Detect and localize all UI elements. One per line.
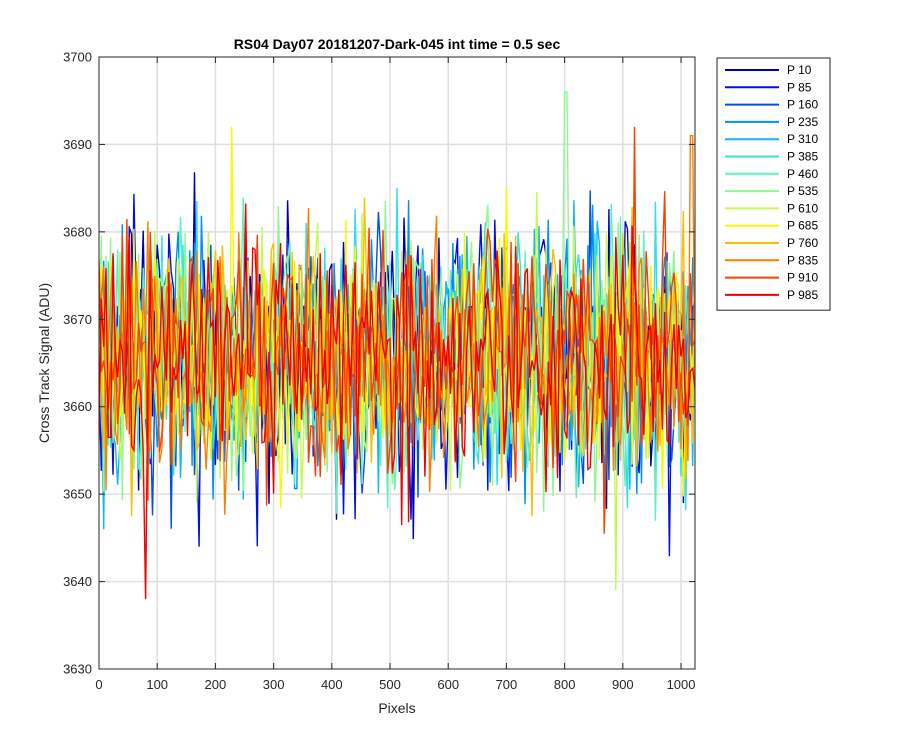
x-tick-label: 0 — [95, 677, 102, 692]
y-tick-label: 3690 — [63, 137, 92, 152]
legend-entry: P 610 — [787, 201, 818, 215]
y-tick-label: 3680 — [63, 224, 92, 239]
legend-entry: P 385 — [787, 150, 818, 164]
legend-entry: P 85 — [787, 80, 812, 94]
legend-entry: P 460 — [787, 167, 818, 181]
legend-entry: P 235 — [787, 115, 818, 129]
y-axis-label: Cross Track Signal (ADU) — [36, 283, 52, 443]
ticks: 0 100 200 300 400 500 600 700 800 900 1000 3630 3640… — [63, 50, 695, 693]
chart-title: RS04 Day07 20181207-Dark-045 int time = … — [234, 36, 561, 52]
legend-entry: P 10 — [787, 63, 812, 77]
legend: P 10 P 85 P 160 P 235 P 310 P 385 P 460 P 535 P … — [716, 57, 831, 311]
plot-frame — [98, 56, 696, 670]
x-tick-label: 700 — [496, 677, 518, 692]
y-tick-label: 3630 — [63, 662, 92, 677]
legend-entry: P 535 — [787, 184, 818, 198]
x-tick-label: 400 — [321, 677, 343, 692]
x-tick-label: 600 — [437, 677, 459, 692]
x-tick-label: 800 — [554, 677, 576, 692]
legend-entry: P 685 — [787, 219, 818, 233]
legend-entry: P 760 — [787, 236, 818, 250]
x-tick-label: 900 — [612, 677, 634, 692]
series-line-p-910 — [99, 126, 695, 534]
x-tick-label: 500 — [379, 677, 401, 692]
x-tick-label: 100 — [146, 677, 168, 692]
x-tick-label: 300 — [263, 677, 285, 692]
y-tick-label: 3670 — [63, 312, 92, 327]
legend-box — [716, 57, 831, 311]
legend-entry: P 310 — [787, 132, 818, 146]
legend-entry: P 160 — [787, 98, 818, 112]
y-tick-label: 3660 — [63, 399, 92, 414]
legend-entry: P 835 — [787, 253, 818, 267]
legend-entry: P 910 — [787, 271, 818, 285]
y-tick-label: 3700 — [63, 50, 92, 65]
series-line-p-835 — [99, 134, 695, 515]
legend-entry: P 985 — [787, 288, 818, 302]
y-tick-label: 3650 — [63, 487, 92, 502]
x-axis-label: Pixels — [378, 700, 415, 716]
series-line-p-985 — [99, 203, 695, 600]
x-tick-label: 200 — [205, 677, 227, 692]
series-lines — [99, 91, 695, 600]
x-tick-label: 1000 — [667, 677, 696, 692]
y-tick-label: 3640 — [63, 574, 92, 589]
